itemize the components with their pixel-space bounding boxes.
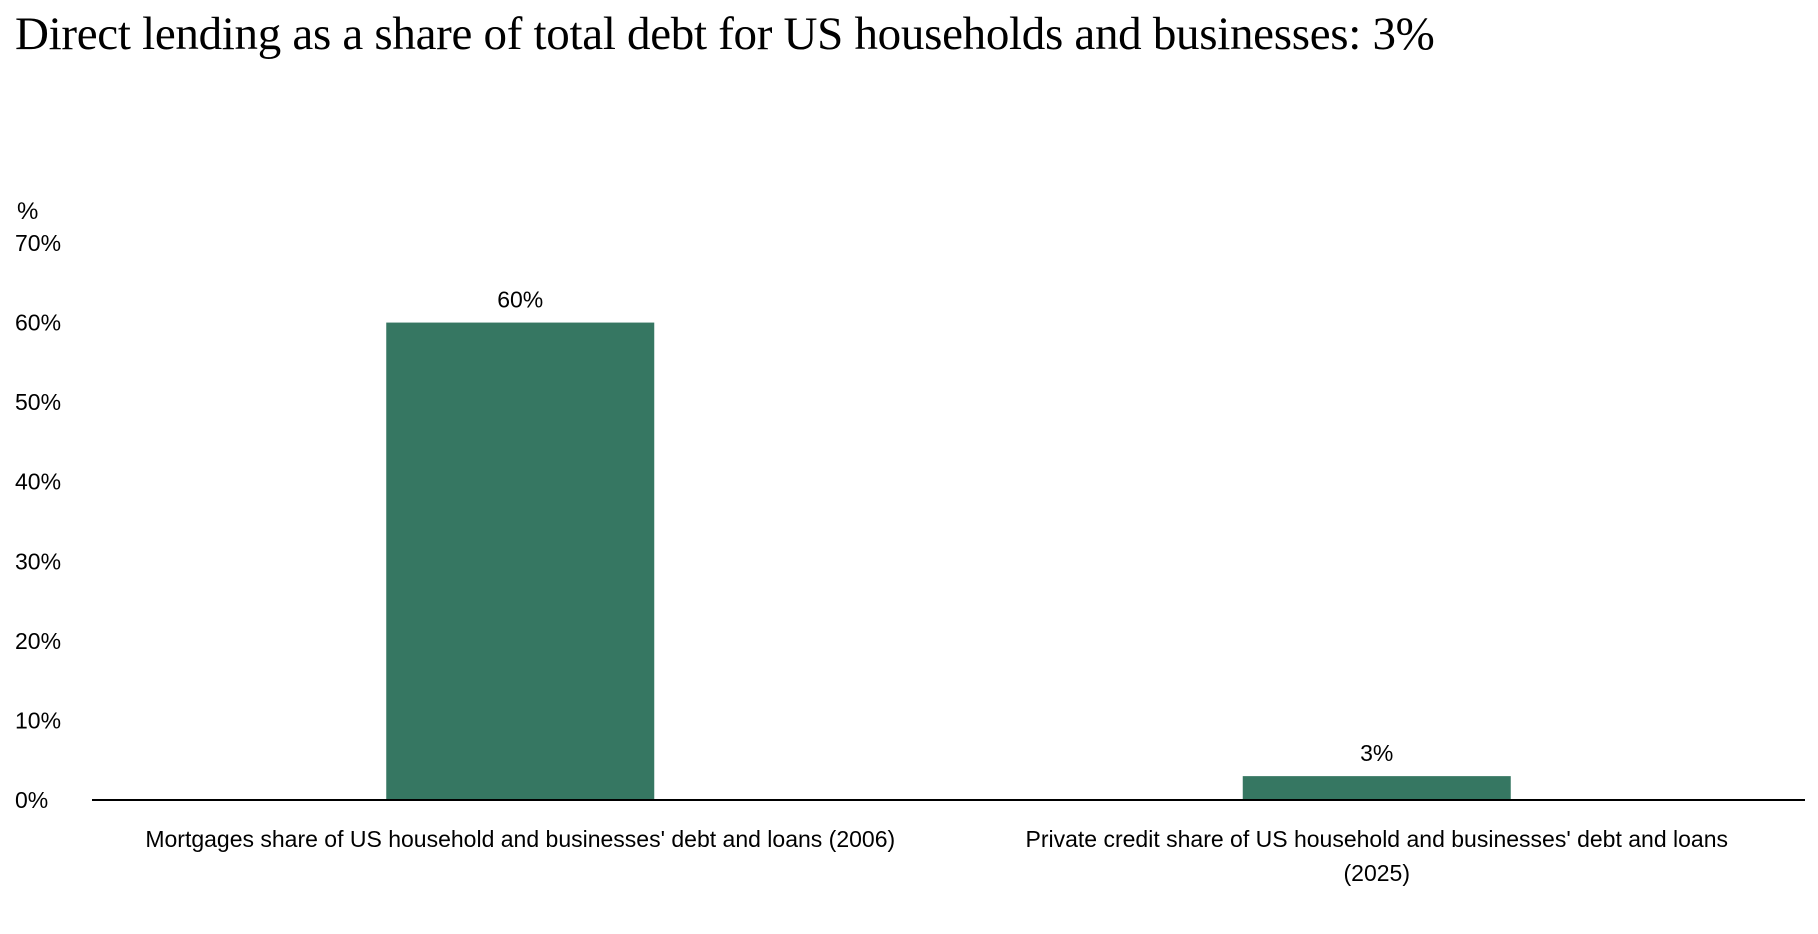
data-labels-group: 60% 3% bbox=[497, 287, 1393, 767]
y-tick-label: 60% bbox=[15, 310, 61, 336]
x-category-label: Private credit share of US household and… bbox=[1026, 826, 1729, 852]
bar bbox=[386, 322, 655, 800]
y-tick-label: 30% bbox=[15, 548, 61, 574]
x-category-label: Mortgages share of US household and busi… bbox=[145, 826, 895, 852]
x-axis-labels: Mortgages share of US household and busi… bbox=[145, 826, 1728, 886]
bar bbox=[1242, 776, 1511, 800]
y-tick-label: 20% bbox=[15, 628, 61, 654]
y-tick-label: 70% bbox=[15, 230, 61, 256]
chart-title: Direct lending as a share of total debt … bbox=[15, 8, 1435, 60]
data-label: 60% bbox=[497, 287, 543, 313]
bars-group bbox=[386, 322, 1511, 800]
y-tick-label: 0% bbox=[15, 787, 48, 813]
data-label: 3% bbox=[1360, 740, 1393, 766]
y-tick-label: 10% bbox=[15, 707, 61, 733]
x-category-label: (2025) bbox=[1344, 860, 1410, 886]
y-axis-unit-label: % bbox=[17, 198, 38, 225]
y-tick-label: 50% bbox=[15, 389, 61, 415]
y-tick-label: 40% bbox=[15, 469, 61, 495]
y-axis-ticks: 0% 10% 20% 30% 40% 50% 60% 70% bbox=[15, 230, 61, 813]
